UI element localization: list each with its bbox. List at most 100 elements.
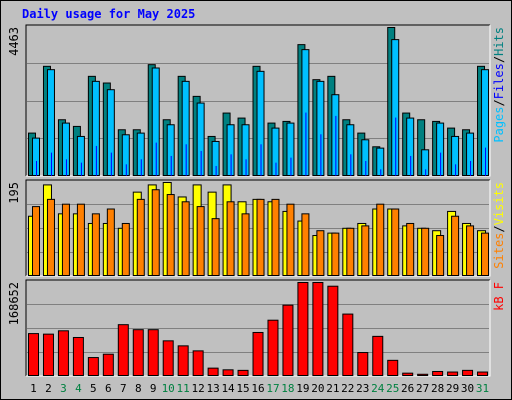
bar-sites-day-23 (361, 225, 370, 276)
bar-pages-day-25 (395, 117, 397, 176)
panel-kbytes-shadow (25, 279, 490, 376)
bar-kbytes-day-8 (132, 329, 144, 377)
bar-kbytes-day-29 (447, 371, 459, 376)
bar-pages-day-17 (275, 162, 277, 176)
bar-kbytes-day-20 (312, 282, 324, 376)
day-label-1: 1 (30, 382, 37, 395)
bar-kbytes-day-21 (327, 285, 339, 376)
bar-sites-day-17 (271, 198, 280, 276)
day-label-25: 25 (386, 382, 399, 395)
bar-kbytes-day-3 (57, 330, 69, 376)
bar-sites-day-3 (61, 203, 70, 276)
bar-sites-day-14 (226, 201, 235, 277)
ymax-label-pages-files-hits: 4463 (7, 27, 21, 56)
bar-sites-day-25 (391, 208, 400, 276)
legend-segment-0-2: Files (492, 63, 506, 99)
bar-sites-day-9 (151, 189, 160, 277)
bar-kbytes-day-13 (207, 367, 219, 376)
legend-segment-1-1: / (492, 225, 506, 232)
legend-segment-1-0: Sites (492, 233, 506, 269)
day-label-8: 8 (135, 382, 142, 395)
bars (28, 27, 490, 377)
legend-kbytes: kB F (492, 282, 506, 311)
bar-pages-day-31 (485, 147, 487, 176)
bar-pages-day-12 (200, 150, 202, 176)
day-label-17: 17 (266, 382, 279, 395)
bar-pages-day-30 (470, 160, 472, 176)
bar-sites-day-26 (406, 222, 415, 277)
bar-pages-day-18 (290, 157, 292, 176)
bar-pages-day-5 (95, 145, 97, 176)
bar-kbytes-day-1 (28, 333, 39, 376)
panel-visits-sites-highlight (26, 180, 491, 277)
bar-sites-day-12 (196, 206, 205, 277)
bar-sites-day-10 (166, 194, 175, 276)
bar-pages-day-8 (140, 159, 142, 176)
ymax-label-kbytes: 168652 (7, 282, 21, 325)
bar-pages-day-20 (320, 134, 322, 176)
legend-visits-sites: Sites/Visits (492, 182, 506, 269)
day-label-23: 23 (356, 382, 369, 395)
day-label-20: 20 (311, 382, 324, 395)
day-label-13: 13 (206, 382, 219, 395)
bar-kbytes-day-6 (102, 353, 114, 376)
legend-pages-files-hits: Pages/Files/Hits (492, 27, 506, 143)
day-label-30: 30 (461, 382, 474, 395)
day-label-11: 11 (177, 382, 190, 395)
day-label-2: 2 (45, 382, 52, 395)
bar-pages-day-4 (80, 162, 82, 176)
bar-sites-day-19 (301, 213, 310, 276)
day-label-10: 10 (162, 382, 175, 395)
day-label-26: 26 (401, 382, 414, 395)
bar-sites-day-15 (241, 213, 250, 276)
legend-segment-0-1: / (492, 99, 506, 106)
bar-kbytes-day-10 (162, 340, 174, 377)
bar-kbytes-day-19 (297, 282, 309, 376)
legend-segment-0-3: / (492, 56, 506, 63)
bar-sites-day-31 (481, 232, 490, 277)
bar-sites-day-21 (331, 232, 340, 277)
day-label-6: 6 (105, 382, 112, 395)
bar-kbytes-day-7 (117, 324, 129, 377)
chart-title: Daily usage for May 2025 (22, 7, 196, 21)
bar-sites-day-2 (46, 198, 55, 276)
bar-kbytes-day-2 (42, 333, 54, 377)
bar-pages-day-23 (365, 160, 367, 176)
bar-pages-day-6 (110, 152, 112, 176)
day-label-7: 7 (120, 382, 127, 395)
bar-sites-day-1 (32, 206, 40, 277)
legend-segment-0-4: Hits (492, 27, 506, 56)
bar-pages-day-28 (440, 152, 442, 176)
bar-kbytes-day-26 (402, 372, 414, 376)
panel-visits-sites-shadow (25, 179, 490, 276)
bar-kbytes-day-15 (237, 369, 249, 376)
bar-kbytes-day-25 (387, 359, 399, 377)
bar-pages-day-26 (410, 155, 412, 176)
legend-segment-0-0: Pages (492, 107, 506, 143)
bar-pages-day-7 (125, 164, 127, 176)
day-label-5: 5 (90, 382, 97, 395)
bar-sites-day-30 (466, 225, 475, 276)
bar-pages-day-27 (425, 169, 427, 176)
day-label-28: 28 (431, 382, 444, 395)
bar-sites-day-16 (256, 198, 265, 276)
day-label-27: 27 (416, 382, 429, 395)
bar-pages-day-24 (380, 169, 382, 176)
bar-sites-day-7 (121, 222, 130, 277)
day-label-22: 22 (341, 382, 354, 395)
bar-sites-day-11 (181, 201, 190, 277)
ymax-label-visits-sites: 195 (7, 182, 21, 204)
bar-pages-day-2 (50, 152, 52, 176)
bar-pages-day-1 (36, 160, 37, 176)
day-label-3: 3 (60, 382, 67, 395)
bar-kbytes-day-9 (147, 329, 159, 377)
day-label-31: 31 (476, 382, 489, 395)
bar-kbytes-day-30 (462, 369, 474, 376)
day-label-19: 19 (296, 382, 309, 395)
bar-pages-day-9 (155, 142, 157, 176)
legend-segment-2-0: kB F (492, 282, 506, 311)
bar-kbytes-day-12 (192, 350, 204, 377)
bar-pages-day-16 (260, 144, 262, 176)
bar-sites-day-20 (316, 230, 325, 276)
